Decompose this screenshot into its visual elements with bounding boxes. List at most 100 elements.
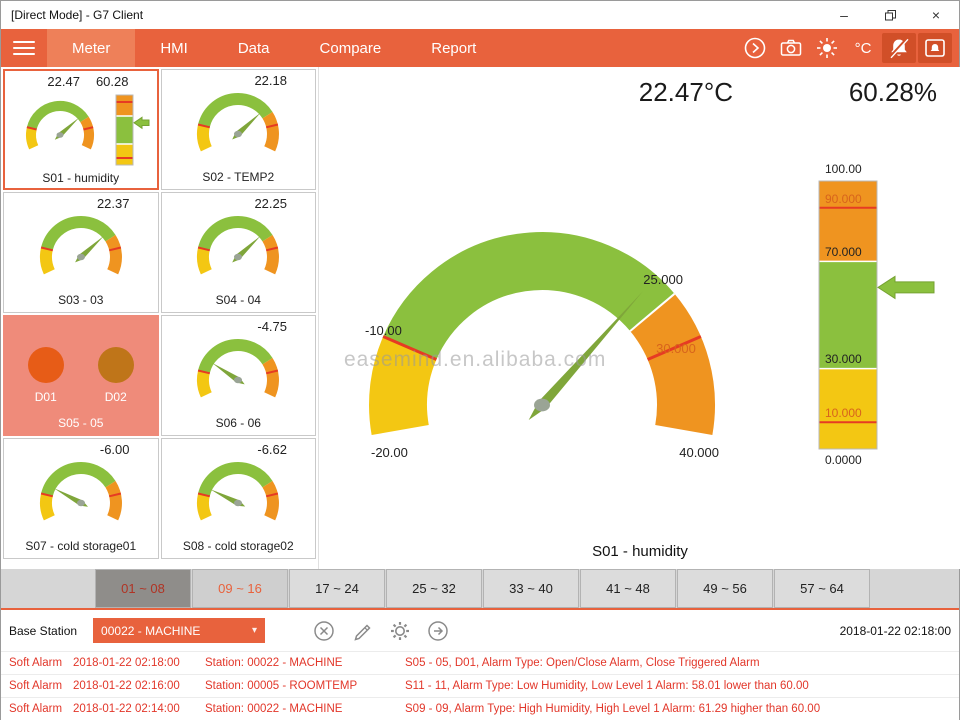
sync-icon[interactable] <box>738 33 772 63</box>
bar-segment <box>115 144 133 165</box>
gauge-scale-label: 40.000 <box>679 445 719 460</box>
card-values: -6.00 <box>4 439 158 457</box>
gauge-segment <box>40 216 116 252</box>
celsius-unit-icon[interactable]: °C <box>854 39 872 57</box>
settings-icon[interactable] <box>389 620 411 642</box>
gauge-pivot <box>234 131 243 138</box>
minimize-button[interactable]: – <box>840 7 848 23</box>
mini-gauge <box>197 93 280 152</box>
mini-gauge <box>39 216 122 275</box>
window-controls: – × <box>821 1 959 29</box>
gauge-segment <box>197 125 213 152</box>
brightness-icon[interactable] <box>810 33 844 63</box>
card-values: 22.25 <box>162 193 316 211</box>
gauge-segment <box>198 93 273 129</box>
edit-icon[interactable] <box>351 620 373 642</box>
gauge-threshold-tick <box>40 247 53 252</box>
gauge-segment <box>262 481 280 521</box>
digital-channel: D01 <box>27 347 64 404</box>
card-value: 60.28 <box>95 74 129 89</box>
sensor-card-s04[interactable]: 22.25 S04 - 04 <box>160 192 316 313</box>
gauge-segment <box>39 494 55 521</box>
station-select[interactable]: 00022 - MACHINE ▾ <box>93 618 266 643</box>
menu-icon[interactable] <box>1 29 47 67</box>
main-bar: 100.00 90.000 70.000 30.000 10.000 0.0000 <box>818 162 935 467</box>
channel-group-tab-17~24[interactable]: 17 ~ 24 <box>289 569 385 608</box>
gauge-pivot <box>76 500 85 507</box>
restore-button[interactable] <box>867 1 913 29</box>
card-label: S06 - 06 <box>215 416 261 431</box>
gauge-segment <box>198 462 273 498</box>
gauge-threshold-tick <box>647 335 702 361</box>
main-gauge: -20.00 -10.00 25.000 30.000 40.000 <box>365 232 719 460</box>
alarm-type: Soft Alarm <box>9 703 63 715</box>
gauge-scale-label: 25.000 <box>643 272 683 287</box>
sensor-card-s06[interactable]: -4.75 S06 - 06 <box>160 315 316 436</box>
camera-icon[interactable] <box>774 33 808 63</box>
alarm-message: S11 - 11, Alarm Type: Low Humidity, Low … <box>405 680 809 692</box>
gauge-pivot <box>234 377 243 384</box>
base-station-label: Base Station <box>9 623 78 638</box>
channel-group-tab-41~48[interactable]: 41 ~ 48 <box>580 569 676 608</box>
card-value: -6.00 <box>99 442 130 457</box>
gauge-segment <box>105 481 122 521</box>
nav-tab-data[interactable]: Data <box>237 39 270 57</box>
card-value: 22.37 <box>96 196 130 211</box>
gauge-threshold-tick <box>198 247 211 252</box>
cancel-icon[interactable] <box>313 620 335 642</box>
bar-segment <box>819 261 877 369</box>
alarm-station: Station: 00005 - ROOMTEMP <box>205 680 358 692</box>
card-values: 22.47 60.28 <box>5 71 157 89</box>
sensor-card-s02[interactable]: 22.18 S02 - TEMP2 <box>160 69 316 190</box>
nav-tab-compare[interactable]: Compare <box>319 39 382 57</box>
gauge-segment <box>198 339 273 375</box>
alarm-log: Soft Alarm 2018-01-22 02:18:00 Station: 00… <box>1 651 959 720</box>
nav-tab-meter[interactable]: Meter <box>47 29 136 67</box>
channel-group-tab-01~08[interactable]: 01 ~ 08 <box>95 569 191 608</box>
card-value: -4.75 <box>257 319 287 334</box>
nav-tab-hmi[interactable]: HMI <box>160 39 188 57</box>
channel-group-tab-33~40[interactable]: 33 ~ 40 <box>483 569 579 608</box>
apply-icon[interactable] <box>427 620 449 642</box>
gauge-segment <box>26 100 89 130</box>
channel-group-tab-57~64[interactable]: 57 ~ 64 <box>774 569 870 608</box>
bar-segment <box>115 116 133 144</box>
bar-scale-label: 10.000 <box>825 406 862 420</box>
alarm-row[interactable]: Soft Alarm 2018-01-22 02:14:00 Station: 00… <box>1 697 959 720</box>
channel-group-tab-25~32[interactable]: 25 ~ 32 <box>386 569 482 608</box>
main-gauge-container: -20.00 -10.00 25.000 30.000 40.000 <box>327 183 757 473</box>
alarm-row[interactable]: Soft Alarm 2018-01-22 02:16:00 Station: 00… <box>1 674 959 697</box>
main-bar-container: 100.00 90.000 70.000 30.000 10.000 0.0000 <box>789 159 957 482</box>
gauge-segment <box>369 336 437 436</box>
sensor-card-s01[interactable]: 22.47 60.28 S01 - humidity <box>3 69 159 190</box>
alarm-row[interactable]: Soft Alarm 2018-01-22 02:18:00 Station: 00… <box>1 651 959 674</box>
watermark: easemind.en.alibaba.com <box>344 348 607 371</box>
nav-tab-report[interactable]: Report <box>431 39 477 57</box>
sensor-card-s08[interactable]: -6.62 S08 - cold storage02 <box>160 438 316 559</box>
bar-pointer <box>877 275 935 300</box>
channel-indicator <box>97 347 134 383</box>
alarm-message: S05 - 05, D01, Alarm Type: Open/Close Al… <box>405 657 760 669</box>
gauge-segment <box>262 112 280 152</box>
bar-scale-label: 0.0000 <box>825 453 862 467</box>
close-button[interactable]: × <box>931 7 941 23</box>
card-body <box>4 457 158 539</box>
bar-scale-label: 90.000 <box>825 192 862 206</box>
sensor-card-s03[interactable]: 22.37 S03 - 03 <box>3 192 159 313</box>
gauge-segment <box>262 235 280 275</box>
gauge-threshold-tick <box>108 493 121 498</box>
alarm-window-icon[interactable] <box>918 33 952 63</box>
card-label: S04 - 04 <box>215 293 261 308</box>
sensor-card-s05[interactable]: D01 D02 S05 - 05 <box>3 315 159 436</box>
channel-group-tab-09~16[interactable]: 09 ~ 16 <box>192 569 288 608</box>
card-body <box>162 457 316 539</box>
card-value: 22.18 <box>254 73 287 88</box>
alarm-mute-icon[interactable] <box>882 33 916 63</box>
gauge-segment <box>105 235 122 275</box>
gauge-segment <box>197 371 213 398</box>
channel-group-tab-49~56[interactable]: 49 ~ 56 <box>677 569 773 608</box>
channel-label: D01 <box>34 390 57 404</box>
card-values: -6.62 <box>162 439 316 457</box>
nav-icon-group: °C <box>737 29 959 67</box>
sensor-card-s07[interactable]: -6.00 S07 - cold storage01 <box>3 438 159 559</box>
